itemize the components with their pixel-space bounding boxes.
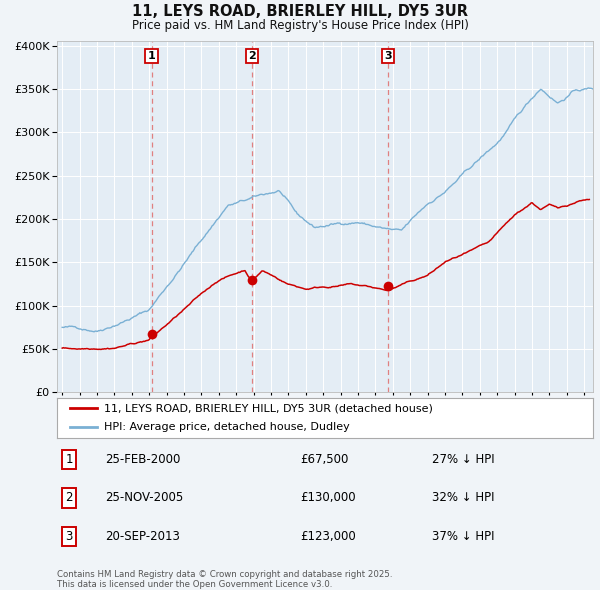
- Text: 27% ↓ HPI: 27% ↓ HPI: [432, 453, 494, 466]
- Text: 1: 1: [148, 51, 155, 61]
- Text: 11, LEYS ROAD, BRIERLEY HILL, DY5 3UR: 11, LEYS ROAD, BRIERLEY HILL, DY5 3UR: [132, 4, 468, 19]
- Text: £123,000: £123,000: [300, 530, 356, 543]
- Text: 3: 3: [65, 530, 73, 543]
- Text: 3: 3: [384, 51, 392, 61]
- Text: 25-FEB-2000: 25-FEB-2000: [105, 453, 181, 466]
- Text: 2: 2: [248, 51, 256, 61]
- Text: £67,500: £67,500: [300, 453, 349, 466]
- Text: 25-NOV-2005: 25-NOV-2005: [105, 491, 183, 504]
- Text: £130,000: £130,000: [300, 491, 356, 504]
- Text: 1: 1: [65, 453, 73, 466]
- Text: 11, LEYS ROAD, BRIERLEY HILL, DY5 3UR (detached house): 11, LEYS ROAD, BRIERLEY HILL, DY5 3UR (d…: [104, 404, 433, 414]
- Text: 32% ↓ HPI: 32% ↓ HPI: [432, 491, 494, 504]
- Text: Contains HM Land Registry data © Crown copyright and database right 2025.
This d: Contains HM Land Registry data © Crown c…: [57, 570, 392, 589]
- Text: 2: 2: [65, 491, 73, 504]
- Text: HPI: Average price, detached house, Dudley: HPI: Average price, detached house, Dudl…: [104, 422, 350, 432]
- Text: 37% ↓ HPI: 37% ↓ HPI: [432, 530, 494, 543]
- Text: 20-SEP-2013: 20-SEP-2013: [105, 530, 180, 543]
- Text: Price paid vs. HM Land Registry's House Price Index (HPI): Price paid vs. HM Land Registry's House …: [131, 19, 469, 32]
